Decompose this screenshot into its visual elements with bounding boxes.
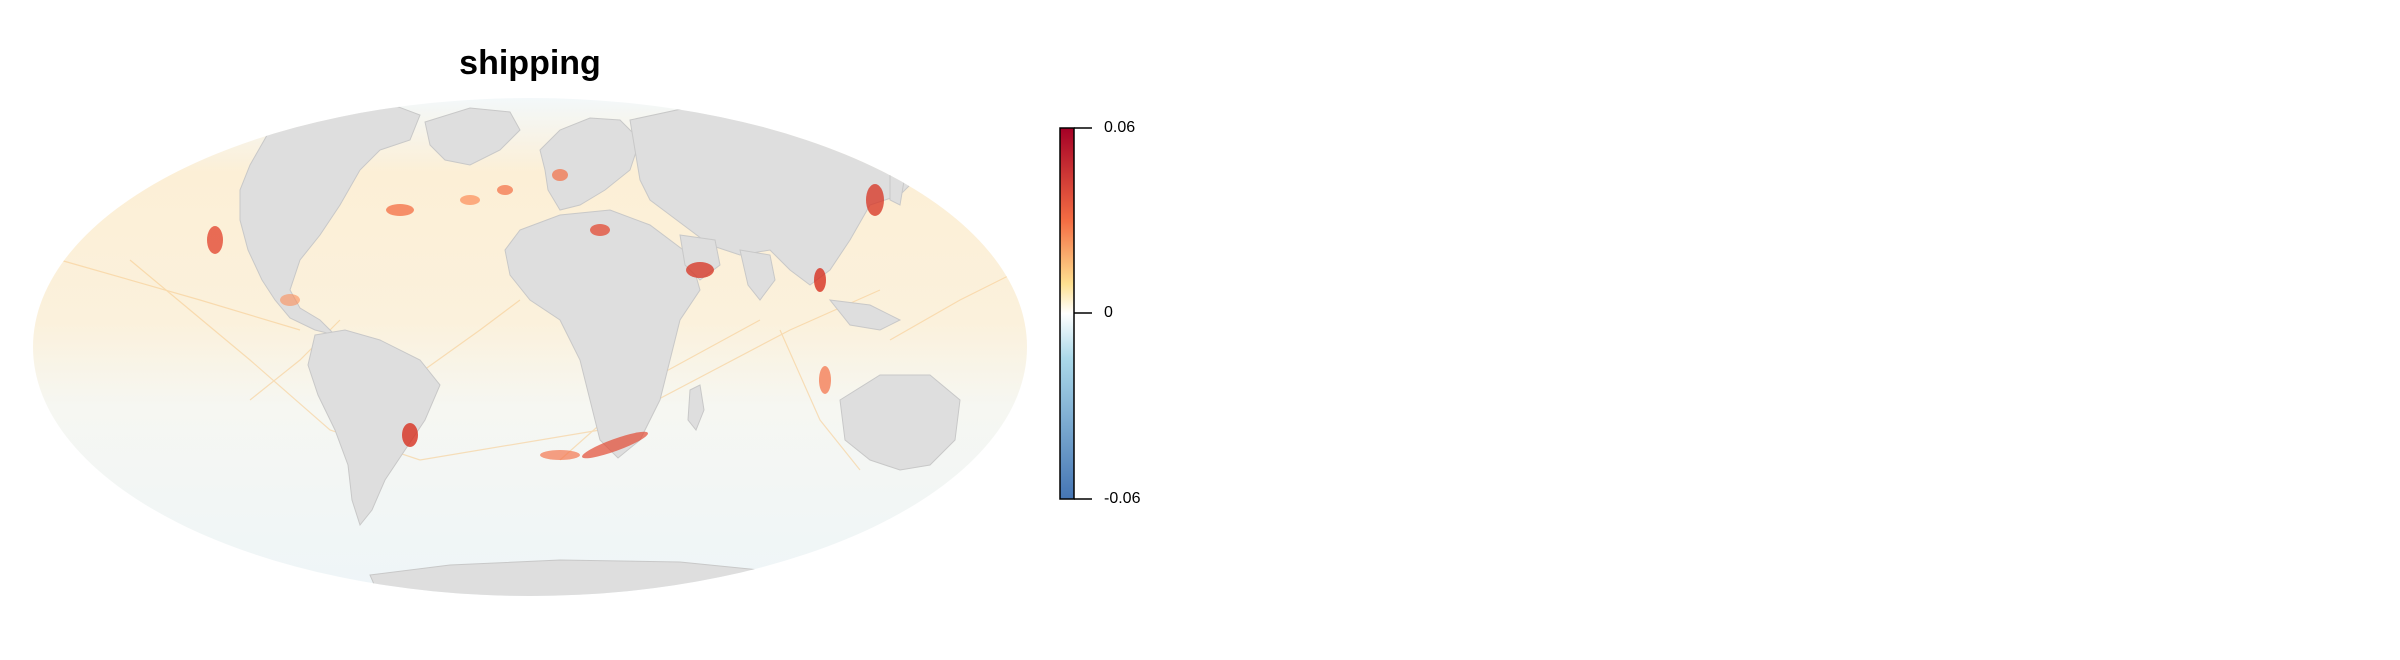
north-america xyxy=(239,99,421,336)
land xyxy=(239,99,999,596)
europe xyxy=(539,117,641,211)
legend-color-bar xyxy=(1059,127,1075,500)
color-legend xyxy=(1059,127,1092,500)
australia xyxy=(839,374,961,471)
greenland xyxy=(424,107,521,166)
india xyxy=(739,249,776,301)
new-zealand xyxy=(984,444,999,482)
legend-label-min: -0.06 xyxy=(1104,490,1141,507)
hotspots xyxy=(207,169,884,460)
antarctica xyxy=(369,559,761,596)
south-america xyxy=(307,329,441,527)
southeast-asia xyxy=(828,299,902,331)
madagascar xyxy=(687,384,705,431)
legend-label-mid: 0 xyxy=(1104,304,1113,321)
map-layers xyxy=(59,99,1021,596)
shipping-lanes xyxy=(59,259,1021,471)
legend-label-max: 0.06 xyxy=(1104,119,1136,136)
map-title: shipping xyxy=(459,44,601,82)
